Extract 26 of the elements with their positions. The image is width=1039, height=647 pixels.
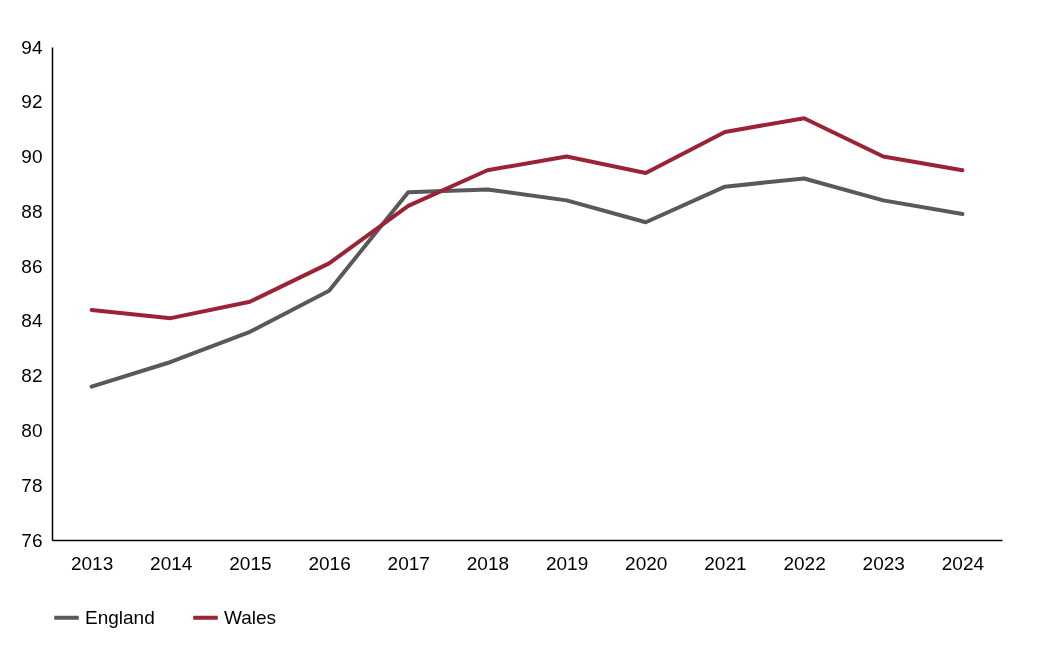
x-tick-label: 2016	[308, 552, 351, 574]
x-tick-label: 2013	[70, 552, 114, 574]
x-tick-label: 2019	[545, 552, 589, 574]
x-tick-label: 2021	[704, 552, 747, 574]
line-series	[89, 176, 965, 389]
y-tick-label: 80	[21, 419, 43, 441]
x-tick-label: 2020	[625, 552, 668, 574]
x-tick-label: 2017	[387, 552, 430, 574]
x-tick-label: 2023	[862, 552, 905, 574]
y-tick-label: 82	[21, 365, 43, 387]
legend-label: Wales	[224, 606, 277, 628]
y-tick-label: 90	[21, 146, 43, 168]
x-tick-label: 2018	[466, 552, 510, 574]
y-tick-label: 78	[21, 474, 43, 496]
y-tick-label: 84	[21, 310, 43, 332]
x-tick-label: 2014	[150, 552, 193, 574]
x-tick-label: 2022	[783, 552, 826, 574]
y-tick-label: 88	[21, 200, 43, 222]
x-tick-label: 2024	[941, 552, 985, 574]
legend-label: England	[85, 606, 155, 628]
y-tick-label: 92	[21, 91, 43, 113]
y-tick-label: 76	[21, 529, 43, 551]
y-tick-label: 94	[21, 36, 43, 58]
line-series	[89, 116, 965, 321]
y-tick-label: 86	[21, 255, 43, 277]
x-tick-label: 2015	[229, 552, 272, 574]
